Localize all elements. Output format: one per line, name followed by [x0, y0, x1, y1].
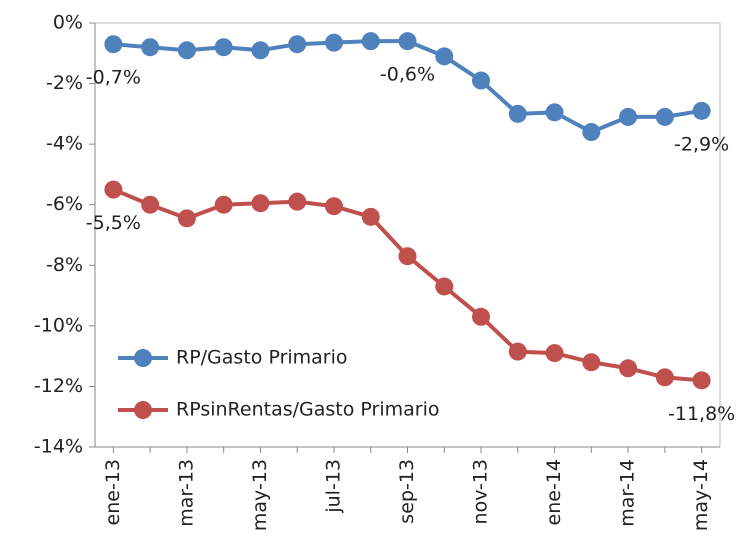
y-tick-label: -4% [46, 133, 83, 155]
data-point [141, 195, 160, 214]
data-point [435, 47, 454, 66]
data-point [472, 307, 491, 326]
x-tick-label: mar-14 [617, 459, 639, 527]
data-point [104, 180, 123, 199]
x-tick-label: jul-13 [322, 459, 344, 514]
data-point [214, 195, 233, 214]
y-tick-label: -12% [34, 375, 83, 397]
legend-marker [134, 349, 152, 367]
data-point [251, 194, 270, 213]
data-point [177, 41, 196, 60]
data-point [104, 35, 123, 54]
data-point [214, 38, 233, 57]
data-point [435, 277, 454, 296]
legend-label: RP/Gasto Primario [176, 347, 348, 369]
x-tick-label: may-13 [249, 459, 271, 531]
data-label: -2,9% [674, 133, 729, 155]
data-point [545, 103, 564, 122]
legend-marker [134, 401, 152, 419]
data-point [692, 371, 711, 390]
x-tick-label: nov-13 [470, 459, 492, 524]
data-point [619, 107, 638, 126]
data-point [361, 32, 380, 51]
data-point [472, 71, 491, 90]
data-point [398, 247, 417, 266]
y-tick-label: -10% [34, 314, 83, 336]
data-point [398, 32, 417, 51]
y-tick-label: -6% [46, 193, 83, 215]
data-point [361, 207, 380, 226]
data-point [141, 38, 160, 57]
data-point [582, 123, 601, 142]
data-point [177, 209, 196, 228]
data-point [324, 197, 343, 216]
x-tick-label: mar-13 [175, 459, 197, 527]
data-point [288, 192, 307, 211]
data-label: -11,8% [668, 403, 735, 425]
data-point [324, 33, 343, 52]
y-tick-label: -2% [46, 72, 83, 94]
data-point [655, 368, 674, 387]
data-point [619, 359, 638, 378]
x-tick-label: ene-14 [543, 459, 565, 525]
x-tick-label: may-14 [690, 459, 712, 531]
data-point [508, 104, 527, 123]
y-tick-label: 0% [53, 12, 83, 34]
y-tick-label: -8% [46, 254, 83, 276]
data-point [288, 35, 307, 54]
data-point [692, 101, 711, 120]
y-tick-label: -14% [34, 436, 83, 458]
data-point [582, 353, 601, 372]
data-label: -0,6% [380, 64, 435, 86]
x-tick-label: ene-13 [102, 459, 124, 525]
data-point [251, 41, 270, 60]
data-label: -5,5% [86, 212, 141, 234]
x-tick-label: sep-13 [396, 459, 418, 524]
data-label: -0,7% [86, 67, 141, 89]
data-point [508, 342, 527, 361]
legend-label: RPsinRentas/Gasto Primario [176, 399, 439, 421]
data-point [545, 344, 564, 363]
series-line [113, 39, 702, 135]
data-point [655, 107, 674, 126]
